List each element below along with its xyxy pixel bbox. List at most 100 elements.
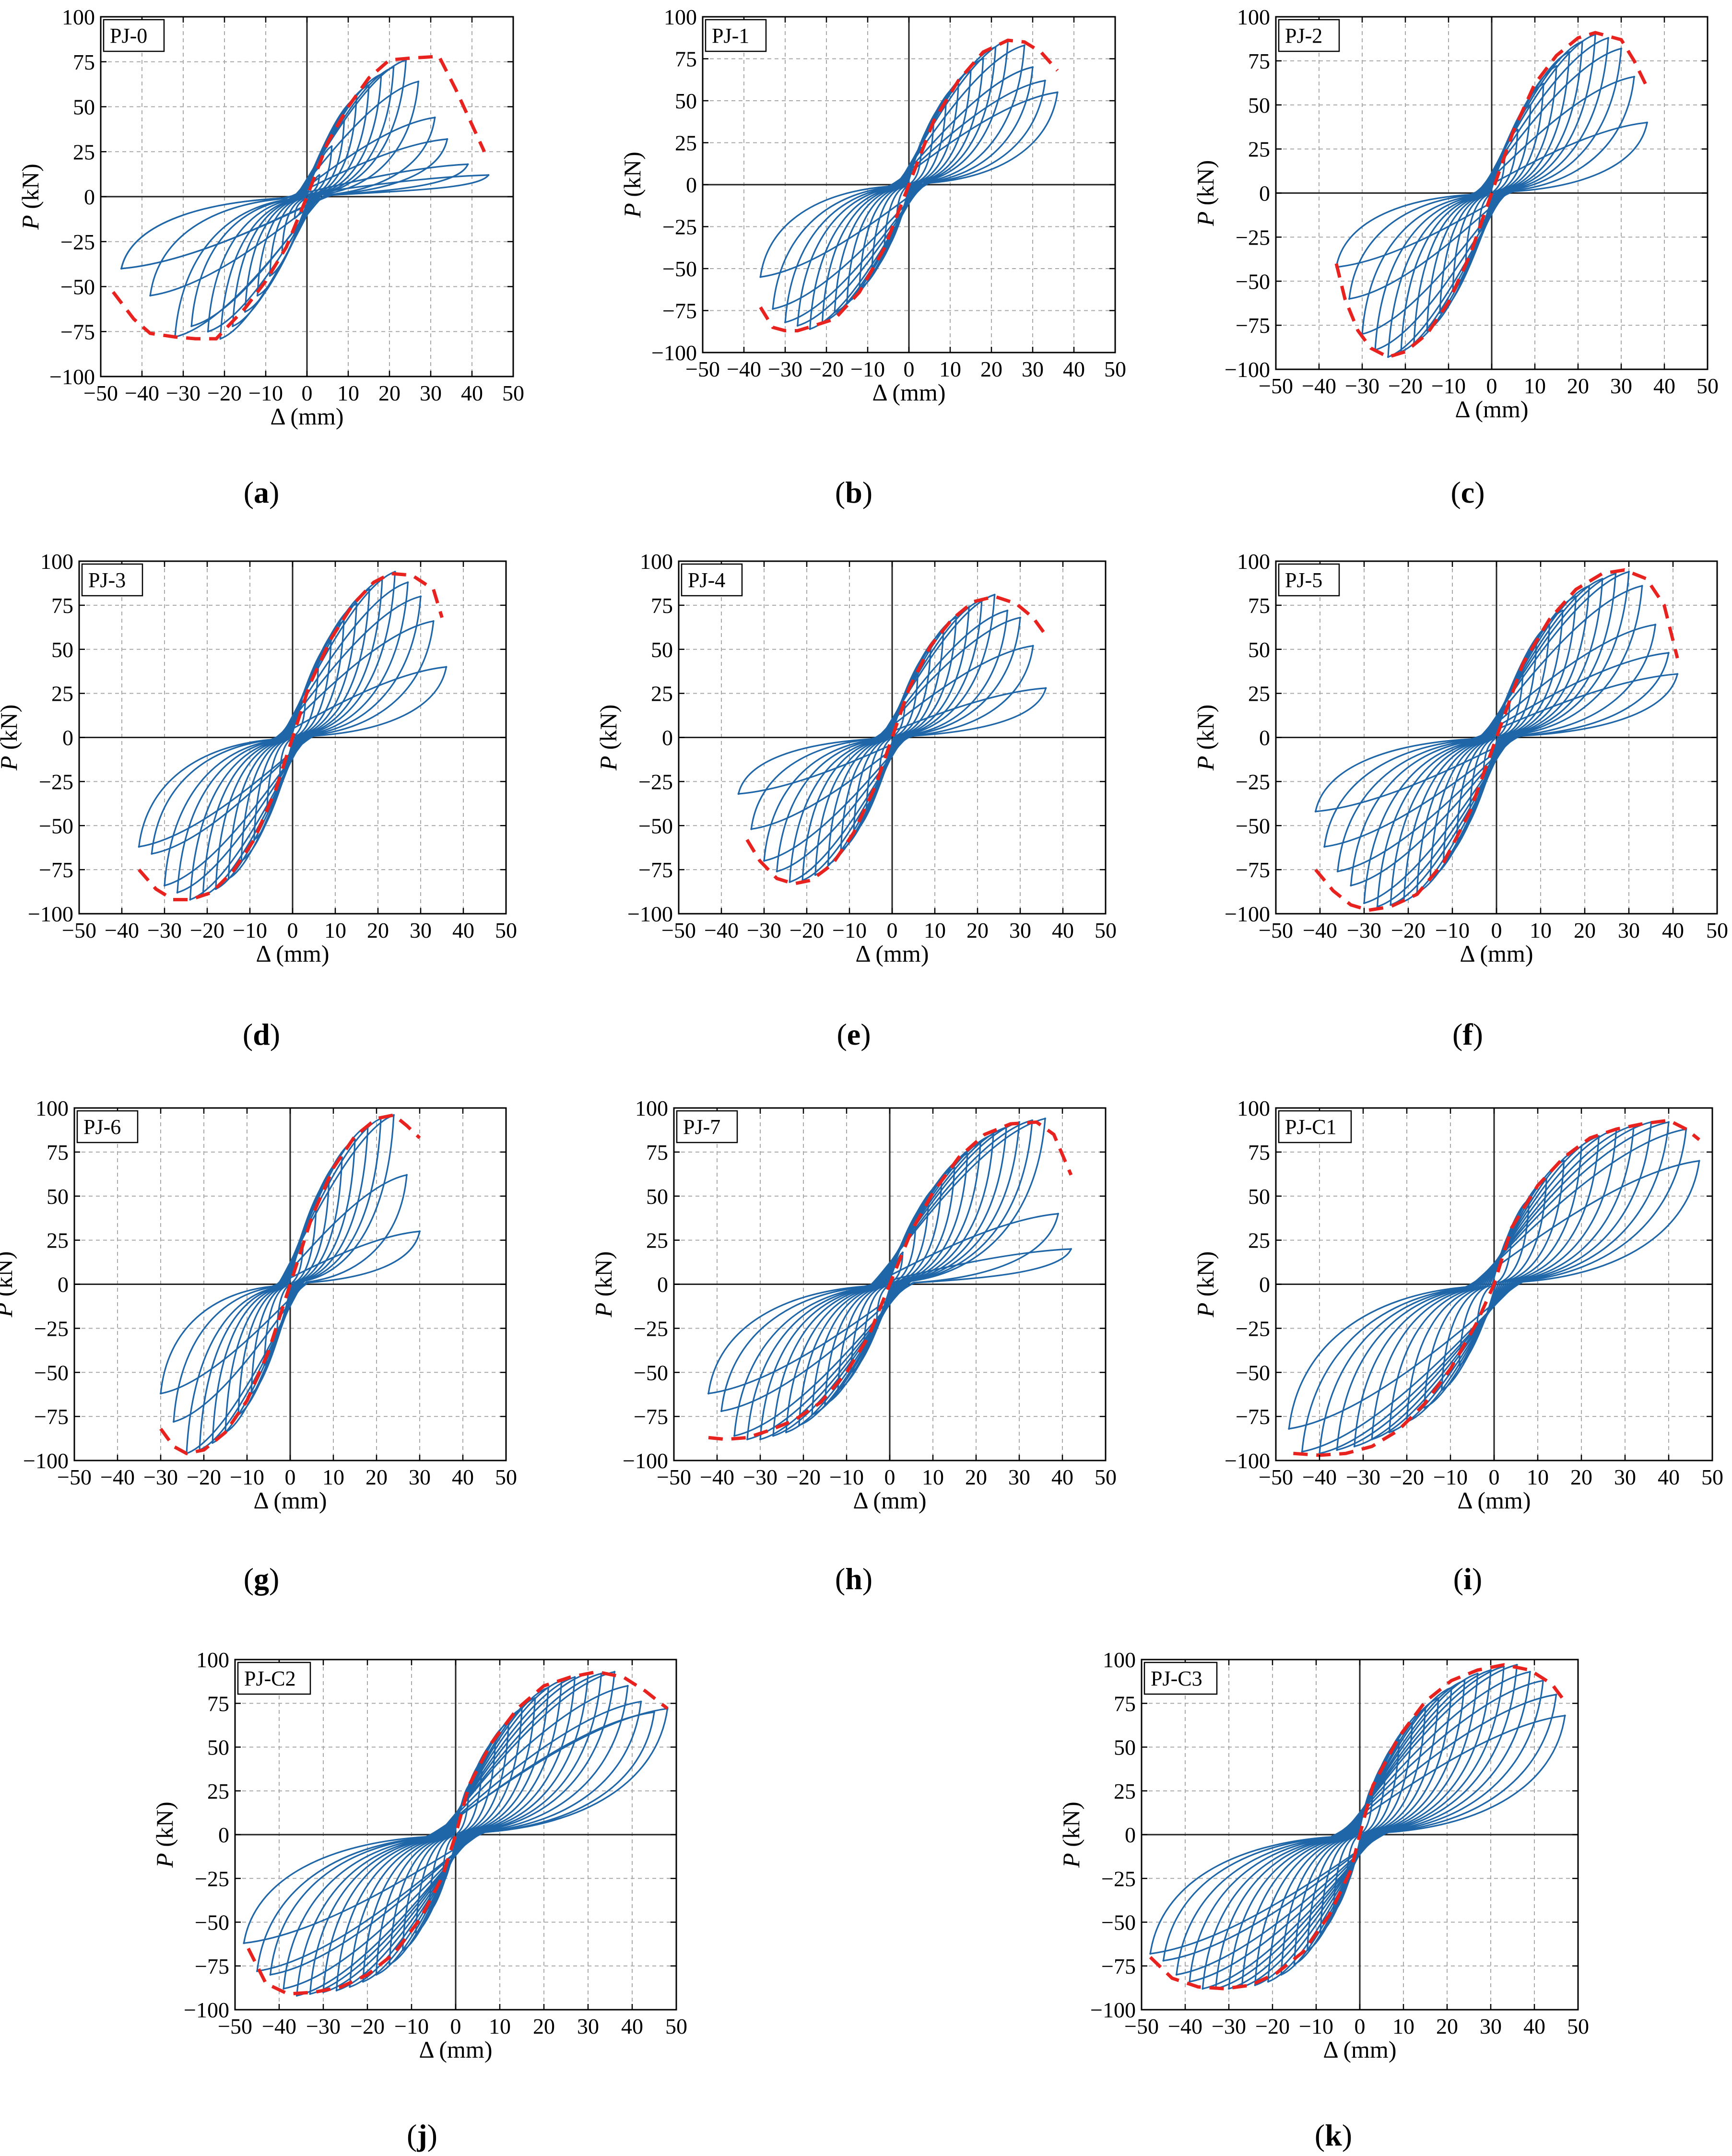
panel-caption: (c): [1450, 475, 1485, 509]
hysteresis-loop: [1254, 1680, 1465, 1986]
x-tick-label: 20: [1436, 2014, 1458, 2038]
peak-point: [1516, 1663, 1518, 1666]
skeleton-envelope-curve: [1149, 1663, 1567, 1991]
peak-point: [1450, 1686, 1453, 1689]
panel-caption-letter: j: [417, 2118, 427, 2152]
x-tick-label: 40: [1523, 2014, 1545, 2038]
peak-point: [1254, 1984, 1256, 1986]
peak-point: [1490, 1669, 1492, 1671]
hysteresis-loop: [1293, 1708, 1426, 1965]
specimen-label: PJ-C3: [1151, 1667, 1202, 1690]
panel-caption: (a): [243, 475, 280, 509]
peak-point: [1555, 1694, 1557, 1696]
panel-caption-letter: g: [254, 1562, 269, 1596]
peak-point: [1228, 1988, 1230, 1990]
x-tick-label: 10: [1392, 2014, 1414, 2038]
peak-point: [1306, 1949, 1308, 1951]
x-tick-label: 0: [1355, 2014, 1366, 2038]
peak-point: [1398, 1739, 1400, 1741]
y-axis-label-unit: (kN): [1058, 1802, 1084, 1853]
y-tick-label: 75: [1114, 1691, 1136, 1716]
peak-point: [1241, 1986, 1243, 1988]
panel-caption-letter: a: [254, 475, 269, 509]
peak-point: [1542, 1679, 1544, 1682]
panel-caption: (g): [243, 1562, 280, 1596]
peak-point: [1411, 1721, 1414, 1724]
hysteresis-loop: [1162, 1694, 1557, 1962]
panel-caption-letter: i: [1463, 1562, 1472, 1596]
peak-point: [1214, 1988, 1217, 1990]
y-tick-label: 100: [1103, 1648, 1136, 1672]
panel-caption-letter: k: [1325, 2118, 1342, 2152]
peak-point: [1437, 1697, 1439, 1699]
peak-point: [1162, 1959, 1165, 1962]
peak-point: [1189, 1980, 1191, 1983]
hysteresis-loop: [1307, 1721, 1413, 1951]
panel-caption: (e): [837, 1017, 871, 1051]
x-tick-label: −20: [1255, 2014, 1290, 2038]
peak-point: [1564, 1714, 1566, 1717]
hysteresis-loop: [1320, 1739, 1400, 1933]
panel-caption-letter: b: [845, 475, 862, 509]
peak-point: [1385, 1760, 1387, 1762]
hysteresis-loop: [1267, 1686, 1452, 1983]
hysteresis-loop: [1332, 1760, 1387, 1913]
panel-caption: (j): [407, 2118, 437, 2152]
hysteresis-loop: [1346, 1785, 1374, 1885]
y-tick-label: −75: [1101, 1954, 1136, 1979]
peak-point: [1345, 1883, 1348, 1885]
y-tick-label: −100: [1090, 1998, 1136, 2022]
plot-frame: [1141, 1659, 1579, 2011]
peak-point: [1372, 1784, 1374, 1787]
panel-caption-letter: f: [1462, 1017, 1473, 1051]
hysteresis-loop: [1228, 1669, 1492, 1990]
hysteresis-loop: [1149, 1715, 1566, 1955]
peak-point: [1332, 1910, 1335, 1913]
x-tick-label: 30: [1480, 2014, 1502, 2038]
y-tick-label: 0: [1125, 1823, 1136, 1847]
y-tick-label: −50: [1101, 1910, 1136, 1935]
peak-point: [1175, 1974, 1178, 1976]
hysteresis-loop: [1215, 1666, 1505, 1990]
hysteresis-loop: [1280, 1697, 1439, 1976]
panel-caption: (f): [1452, 1017, 1483, 1051]
peak-point: [1424, 1708, 1426, 1710]
peak-point: [1320, 1932, 1322, 1934]
y-tick-label: −25: [1101, 1866, 1136, 1891]
x-tick-label: −50: [1124, 2014, 1159, 2038]
hysteresis-loop: [1202, 1664, 1518, 1990]
hysteresis-loop: [1241, 1673, 1479, 1988]
x-tick-label: −30: [1212, 2014, 1246, 2038]
panel-caption: (b): [835, 475, 873, 509]
panel-caption-letter: e: [847, 1017, 861, 1051]
y-axis-label-variable: P: [1058, 1853, 1084, 1868]
peak-point: [1293, 1963, 1296, 1966]
x-tick-label: −10: [1299, 2014, 1333, 2038]
y-tick-label: 25: [1114, 1779, 1136, 1803]
y-tick-label: 50: [1114, 1735, 1136, 1760]
hysteresis-loop: [1176, 1680, 1544, 1976]
specimen-label-box: [1143, 1661, 1218, 1695]
peak-point: [1476, 1673, 1479, 1675]
peak-point: [1202, 1988, 1204, 1990]
peak-point: [1280, 1974, 1283, 1976]
hysteresis-loop: [1189, 1671, 1531, 1983]
peak-point: [1149, 1953, 1152, 1955]
y-axis-label: P (kN): [1058, 1802, 1084, 1868]
panel-caption: (i): [1453, 1562, 1483, 1596]
panel-caption-letter: h: [845, 1562, 862, 1596]
x-axis-label: Δ (mm): [1323, 2036, 1397, 2063]
x-tick-label: −40: [1168, 2014, 1202, 2038]
peak-point: [1267, 1980, 1269, 1983]
panel-caption: (d): [242, 1017, 281, 1051]
peak-point: [1463, 1679, 1466, 1682]
panel-caption-letter: d: [253, 1017, 270, 1051]
panel-caption: (k): [1314, 2118, 1353, 2152]
panel-caption-letter: c: [1461, 475, 1475, 509]
peak-point: [1503, 1665, 1505, 1668]
x-tick-label: 50: [1567, 2014, 1589, 2038]
panel-caption: (h): [835, 1562, 873, 1596]
peak-point: [1529, 1671, 1531, 1673]
